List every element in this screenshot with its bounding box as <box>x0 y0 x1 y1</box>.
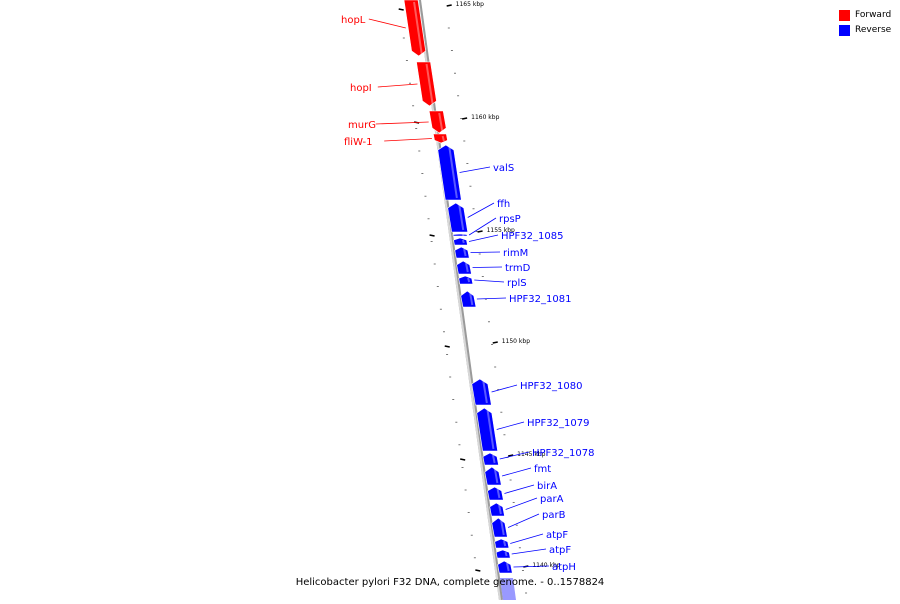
major-tick <box>462 118 467 119</box>
gene-reverse-block[interactable] <box>461 291 476 307</box>
legend-forward-label: Forward <box>855 10 891 20</box>
major-tick <box>430 235 435 236</box>
gene-label[interactable]: fliW-1 <box>344 137 373 148</box>
major-tick <box>447 5 452 6</box>
gene-label[interactable]: HPF32_1078 <box>532 448 594 459</box>
tick-label: 1160 kbp <box>471 114 499 121</box>
gene-reverse-block[interactable] <box>457 261 472 274</box>
gene-reverse-block[interactable] <box>495 539 509 548</box>
legend-reverse-swatch <box>839 25 850 36</box>
gene-reverse-block[interactable] <box>492 518 508 537</box>
gene-highlight <box>443 136 444 141</box>
gene-label[interactable]: rplS <box>507 278 527 289</box>
gene-label[interactable]: parB <box>542 510 566 521</box>
gene-label[interactable]: atpF <box>549 545 571 556</box>
gene-leader-line <box>504 485 534 494</box>
major-tick <box>460 459 465 460</box>
gene-leader-line <box>369 19 406 28</box>
minor-tick-marks <box>403 28 527 600</box>
gene-label[interactable]: HPF32_1080 <box>520 381 582 392</box>
gene-label[interactable]: parA <box>540 494 564 505</box>
gene-highlight <box>468 278 469 282</box>
gene-label[interactable]: HPF32_1085 <box>501 231 563 242</box>
gene-label[interactable]: birA <box>537 481 557 492</box>
legend-reverse-label: Reverse <box>855 25 891 35</box>
major-tick <box>399 9 404 10</box>
gene-leader-line <box>468 203 494 218</box>
gene-forward-block[interactable] <box>429 111 446 133</box>
gene-leader-line <box>384 139 432 142</box>
gene-highlight <box>506 552 507 556</box>
gene-reverse-block[interactable] <box>459 276 473 284</box>
tick-label: 1150 kbp <box>502 338 530 345</box>
gene-label[interactable]: atpF <box>546 530 568 541</box>
gene-label[interactable]: murG <box>348 120 376 131</box>
gene-leader-line <box>477 298 506 299</box>
gene-reverse-block[interactable] <box>454 238 468 245</box>
gene-leader-line <box>502 468 531 476</box>
gene-reverse-block[interactable] <box>498 561 513 573</box>
gene-leader-line <box>471 252 500 253</box>
gene-forward-block[interactable] <box>433 134 447 143</box>
gene-label[interactable]: hopI <box>350 83 372 94</box>
gene-leader-line <box>510 534 543 544</box>
gene-reverse-block[interactable] <box>488 487 504 500</box>
major-tick <box>445 346 450 347</box>
gene-leader-line <box>497 422 524 430</box>
gene-highlight <box>504 541 505 546</box>
gene-leader-line <box>508 514 539 528</box>
gene-leader-line <box>376 122 429 124</box>
gene-leader-line <box>469 235 498 242</box>
gene-leader-line <box>460 167 490 173</box>
genome-caption: Helicobacter pylori F32 DNA, complete ge… <box>0 577 900 588</box>
gene-highlight <box>463 240 464 243</box>
major-tick <box>478 231 483 232</box>
gene-leader-line <box>506 498 537 510</box>
gene-label[interactable]: ffh <box>497 199 510 210</box>
gene-label[interactable]: rimM <box>503 248 528 259</box>
gene-label[interactable]: rpsP <box>499 214 521 225</box>
gene-leader-line <box>492 385 517 392</box>
gene-reverse-block[interactable] <box>453 234 467 236</box>
gene-label[interactable]: HPF32_1079 <box>527 418 589 429</box>
gene-reverse-block[interactable] <box>448 203 468 232</box>
gene-leader-line <box>378 84 418 87</box>
gene-label[interactable]: HPF32_1081 <box>509 294 571 305</box>
major-tick <box>475 570 480 571</box>
gene-reverse-block[interactable] <box>472 379 492 405</box>
gene-reverse-block[interactable] <box>485 467 501 485</box>
gene-reverse-block[interactable] <box>483 453 499 465</box>
gene-label[interactable]: valS <box>493 163 514 174</box>
gene-reverse-block[interactable] <box>455 247 470 258</box>
gene-leader-line <box>512 549 546 554</box>
gene-leader-line <box>474 280 504 282</box>
gene-label[interactable]: fmt <box>534 464 551 475</box>
gene-reverse-block[interactable] <box>490 503 505 516</box>
major-tick <box>493 342 498 343</box>
gene-reverse-block[interactable] <box>496 550 510 558</box>
gene-label[interactable]: hopL <box>341 15 366 26</box>
legend-forward-swatch <box>839 10 850 21</box>
gene-label[interactable]: atpH <box>552 562 576 573</box>
gene-label[interactable]: trmD <box>505 263 531 274</box>
tick-label: 1165 kbp <box>456 1 484 8</box>
gene-leader-line <box>473 267 502 268</box>
